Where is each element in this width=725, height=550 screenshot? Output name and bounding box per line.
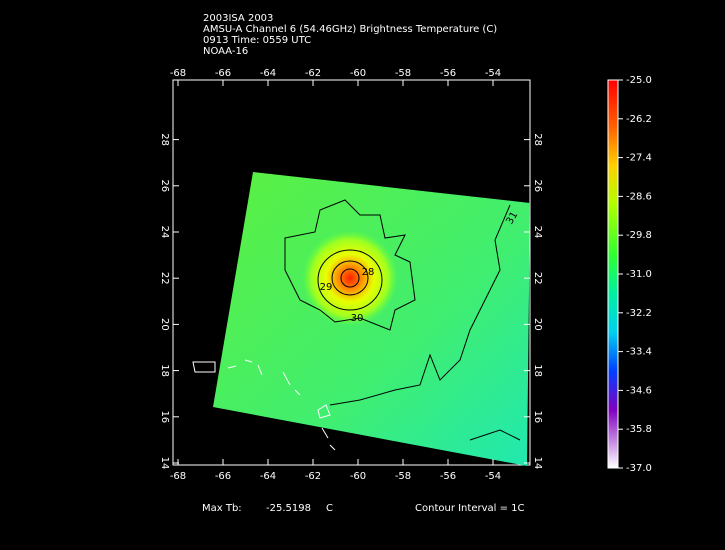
- y-tick-label: 18: [532, 364, 543, 377]
- y-tick-label: 18: [159, 364, 170, 377]
- contour-line: [340, 268, 360, 288]
- contour-line: [284, 199, 416, 331]
- x-tick-label: -66: [215, 68, 231, 79]
- header-line: 0913 Time: 0559 UTC: [203, 35, 311, 46]
- x-tick-label: -58: [395, 471, 411, 482]
- header-line: AMSU-A Channel 6 (54.46GHz) Brightness T…: [203, 24, 497, 35]
- colorbar-tick-label: -26.2: [626, 114, 652, 125]
- footer: Max Tb: -25.5198 C Contour Interval = 1C: [202, 503, 525, 514]
- x-tick-label: -56: [440, 68, 456, 79]
- colorbar-tick-label: -37.0: [626, 463, 652, 474]
- colorbar-tick-label: -28.6: [626, 191, 652, 202]
- header-line: NOAA-16: [203, 46, 248, 57]
- colorbar: [607, 79, 619, 469]
- x-tick-label: -66: [215, 471, 231, 482]
- y-tick-label: 16: [159, 410, 170, 423]
- y-tick-label: 22: [532, 272, 543, 285]
- x-tick-label: -60: [350, 68, 366, 79]
- x-tick-label: -62: [305, 471, 321, 482]
- colorbar-tick-label: -35.8: [626, 424, 652, 435]
- y-tick-label: 14: [532, 457, 543, 470]
- y-tick-label: 28: [159, 133, 170, 146]
- y-tick-label: 20: [532, 318, 543, 331]
- y-tick-label: 20: [159, 318, 170, 331]
- x-tick-label: -64: [260, 471, 276, 482]
- colorbar-tick-label: -33.4: [626, 347, 652, 358]
- y-tick-label: 28: [532, 133, 543, 146]
- x-tick-label: -58: [395, 68, 411, 79]
- max-value: -25.5198: [266, 503, 311, 514]
- colorbar-tick-label: -31.0: [626, 269, 652, 280]
- x-tick-label: -56: [440, 471, 456, 482]
- colorbar-tick-label: -34.6: [626, 385, 652, 396]
- x-tick-label: -54: [485, 471, 501, 482]
- y-tick-label: 24: [159, 226, 170, 239]
- colorbar-tick-label: -29.8: [626, 230, 652, 241]
- x-tick-label: -68: [170, 471, 186, 482]
- colorbar-tick-label: -25.0: [626, 75, 652, 86]
- y-tick-label: 14: [159, 457, 170, 470]
- contour-line: [317, 249, 383, 311]
- header-line: 2003ISA 2003: [203, 13, 273, 24]
- contour-line: [331, 260, 369, 296]
- contour-label: 28: [362, 267, 375, 278]
- x-tick-label: -68: [170, 68, 186, 79]
- x-tick-label: -64: [260, 68, 276, 79]
- contour-label: 30: [351, 313, 364, 324]
- contour-interval: Contour Interval = 1C: [415, 503, 525, 514]
- y-tick-label: 26: [159, 179, 170, 192]
- y-tick-label: 22: [159, 272, 170, 285]
- y-tick-label: 26: [532, 179, 543, 192]
- x-tick-label: -62: [305, 68, 321, 79]
- colorbar-tick-label: -27.4: [626, 153, 652, 164]
- colorbar-tick-label: -32.2: [626, 308, 652, 319]
- x-tick-label: -54: [485, 68, 501, 79]
- contour-line: [329, 204, 521, 441]
- y-tick-label: 24: [532, 226, 543, 239]
- y-tick-label: 16: [532, 410, 543, 423]
- max-unit: C: [326, 503, 333, 514]
- contour-label: 29: [320, 282, 333, 293]
- storm-core: [302, 230, 398, 326]
- x-tick-label: -60: [350, 471, 366, 482]
- max-label: Max Tb:: [202, 503, 242, 514]
- coastline: [192, 359, 336, 451]
